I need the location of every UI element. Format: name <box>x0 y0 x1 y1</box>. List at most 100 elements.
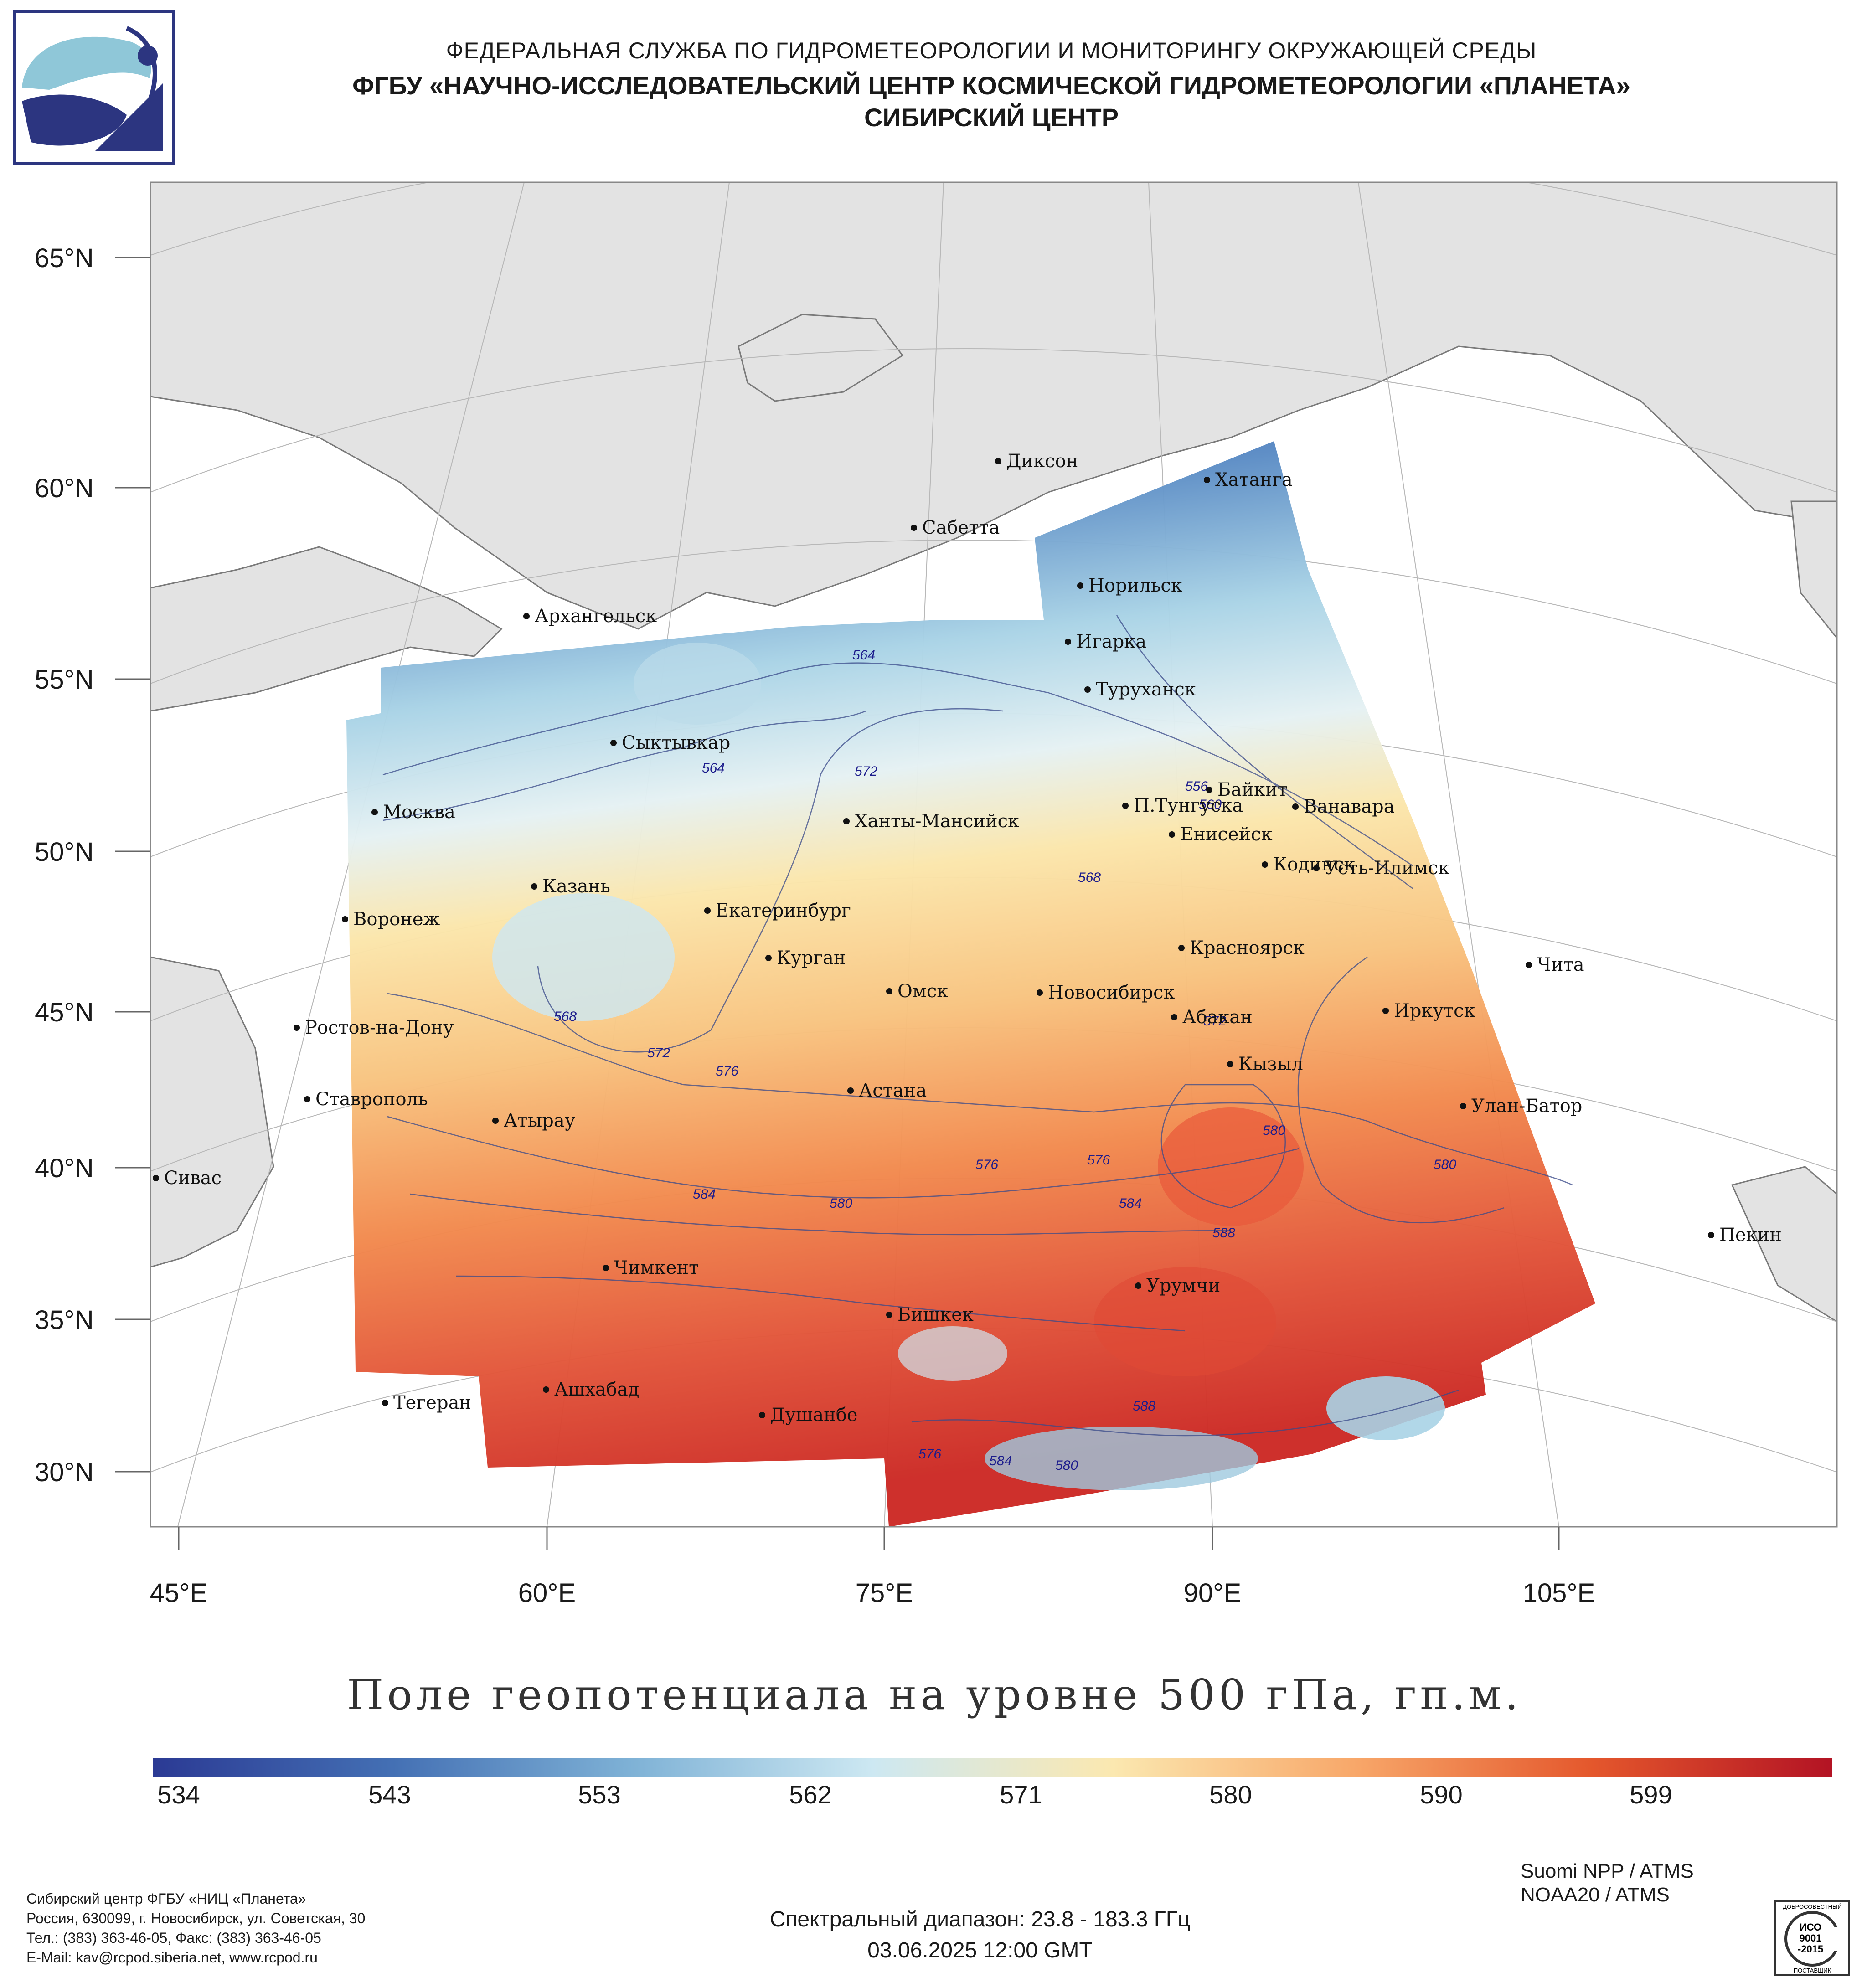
city-label: Архангельск <box>535 606 657 627</box>
colorbar-label: 534 <box>157 1780 200 1809</box>
city-label: Хатанга <box>1215 469 1293 490</box>
cold-anomaly <box>492 893 675 1021</box>
contour-label: 584 <box>693 1187 716 1202</box>
city-label: Москва <box>383 802 455 823</box>
map-frame <box>150 181 1838 1528</box>
longitude-label: 105°E <box>1522 1578 1595 1608</box>
contour-label: 580 <box>1263 1123 1285 1138</box>
contour-label: 556 <box>1185 779 1208 794</box>
contour-label: 576 <box>716 1064 738 1079</box>
header-branch: СИБИРСКИЙ ЦЕНТР <box>864 103 1119 132</box>
contact-info: Сибирский центр ФГБУ «НИЦ «Планета» Росс… <box>26 1889 365 1967</box>
contour-label: 572 <box>1203 1014 1226 1029</box>
land-southwest <box>150 956 274 1268</box>
cold-anomaly <box>985 1427 1258 1490</box>
contour-label: 564 <box>852 648 875 663</box>
header-agency: ФЕДЕРАЛЬНАЯ СЛУЖБА ПО ГИДРОМЕТЕОРОЛОГИИ … <box>446 38 1537 63</box>
city-label: Пекин <box>1719 1225 1782 1246</box>
land-novaya-zemlya <box>738 314 904 402</box>
contour-label: 576 <box>975 1157 998 1172</box>
land-europe-west <box>150 546 503 712</box>
contact-line: E-Mail: kav@rcpod.siberia.net, www.rcpod… <box>26 1949 318 1966</box>
city-label: Казань <box>542 876 610 897</box>
colorbar-label: 599 <box>1630 1780 1672 1809</box>
badge-text: -2015 <box>1798 1943 1823 1955</box>
map-title: Поле геопотенциала на уровне 500 гПа, гп… <box>347 1670 1522 1719</box>
latitude-label: 65°N <box>35 243 94 273</box>
latitude-label: 30°N <box>35 1458 94 1487</box>
city-label: Астана <box>859 1080 927 1101</box>
city-markers: Диксон Хатанга Сабетта Норильск Архангел… <box>153 451 1782 1426</box>
contour-label: 588 <box>1212 1226 1235 1241</box>
latitude-label: 55°N <box>35 665 94 695</box>
cold-anomaly <box>1326 1376 1445 1440</box>
longitude-label: 60°E <box>518 1578 576 1608</box>
contour-label: 584 <box>989 1453 1012 1468</box>
colorbar-label: 590 <box>1420 1780 1463 1809</box>
contour-label: 564 <box>702 761 725 776</box>
contour-label: 572 <box>855 764 877 779</box>
contour-label: 580 <box>1434 1157 1456 1172</box>
city-label: Урумчи <box>1146 1275 1220 1296</box>
city-label: Чимкент <box>614 1257 699 1278</box>
longitude-label: 45°E <box>150 1578 208 1608</box>
longitude-label: 90°E <box>1183 1578 1242 1608</box>
city-label: Иркутск <box>1394 1000 1475 1021</box>
latitude-label: 50°N <box>35 837 94 867</box>
colorbar-label: 571 <box>1000 1780 1042 1809</box>
city-label: Норильск <box>1088 575 1182 596</box>
city-label: Красноярск <box>1190 937 1305 958</box>
organization-logo <box>13 10 175 165</box>
contour-label: 584 <box>1119 1196 1142 1211</box>
longitude-label: 75°E <box>855 1578 913 1608</box>
city-label: Душанбе <box>770 1405 858 1426</box>
city-label: Енисейск <box>1180 824 1273 845</box>
contact-line: Россия, 630099, г. Новосибирск, ул. Сове… <box>26 1910 366 1926</box>
city-label: Игарка <box>1076 631 1146 652</box>
latitude-label: 40°N <box>35 1154 94 1183</box>
contact-line: Тел.: (383) 363-46-05, Факс: (383) 363-4… <box>26 1930 321 1946</box>
contour-labels: 564 564 572 556 560 568 572 568 572 576 … <box>554 648 1456 1473</box>
spectral-range: Спектральный диапазон: 23.8 - 183.3 ГГц <box>769 1907 1191 1931</box>
contour-label: 560 <box>1199 797 1222 812</box>
city-label: Бишкек <box>897 1304 974 1325</box>
latitude-label: 35°N <box>35 1305 94 1335</box>
city-label: Сивас <box>164 1168 222 1189</box>
iso-certification-badge: ДОБРОСОВЕСТНЫЙ ИСО 9001 -2015 ПОСТАВЩИК <box>1774 1900 1851 1976</box>
cold-anomaly <box>898 1326 1007 1381</box>
colorbar <box>153 1758 1832 1777</box>
city-label: Ванавара <box>1304 796 1395 817</box>
city-label: Ростов-на-Дону <box>305 1017 454 1038</box>
cold-anomaly <box>634 643 761 725</box>
city-label: Воронеж <box>353 909 440 930</box>
contour-label: 568 <box>554 1009 577 1024</box>
land-china-east <box>1731 1166 1837 1323</box>
city-label: П.Тунгуска <box>1134 795 1243 816</box>
city-label: Екатеринбург <box>716 900 851 921</box>
contour-label: 568 <box>1078 870 1101 885</box>
observation-datetime: 03.06.2025 12:00 GMT <box>867 1938 1093 1962</box>
latitude-label: 60°N <box>35 474 94 503</box>
city-label: Новосибирск <box>1048 982 1175 1003</box>
acquisition-info: Спектральный диапазон: 23.8 - 183.3 ГГц … <box>684 1904 1276 1966</box>
badge-text: 9001 <box>1800 1932 1822 1944</box>
colorbar-label: 562 <box>789 1780 832 1809</box>
latitude-label: 45°N <box>35 998 94 1027</box>
satellite-list: Suomi NPP / ATMS NOAA20 / ATMS <box>1521 1859 1694 1907</box>
contact-line: Сибирский центр ФГБУ «НИЦ «Планета» <box>26 1890 306 1907</box>
city-label: Курган <box>777 948 846 968</box>
contour-label: 588 <box>1133 1399 1155 1414</box>
geopotential-map: 564 564 572 556 560 568 572 568 572 576 … <box>115 181 1838 1550</box>
satellite-name: Suomi NPP / ATMS <box>1521 1860 1694 1882</box>
badge-text: ПОСТАВЩИК <box>1794 1967 1831 1974</box>
city-label: Тегеран <box>393 1392 471 1413</box>
city-label: Ашхабад <box>554 1379 639 1400</box>
header-center: ФГБУ «НАУЧНО-ИССЛЕДОВАТЕЛЬСКИЙ ЦЕНТР КОС… <box>352 71 1630 100</box>
contours <box>382 615 1573 1437</box>
satellite-name: NOAA20 / ATMS <box>1521 1884 1670 1906</box>
warm-anomaly <box>1094 1267 1276 1376</box>
colorbar-label: 543 <box>368 1780 411 1809</box>
city-label: Улан-Батор <box>1471 1096 1582 1117</box>
city-label: Ханты-Мансийск <box>855 811 1019 832</box>
contour-label: 580 <box>1055 1458 1078 1473</box>
